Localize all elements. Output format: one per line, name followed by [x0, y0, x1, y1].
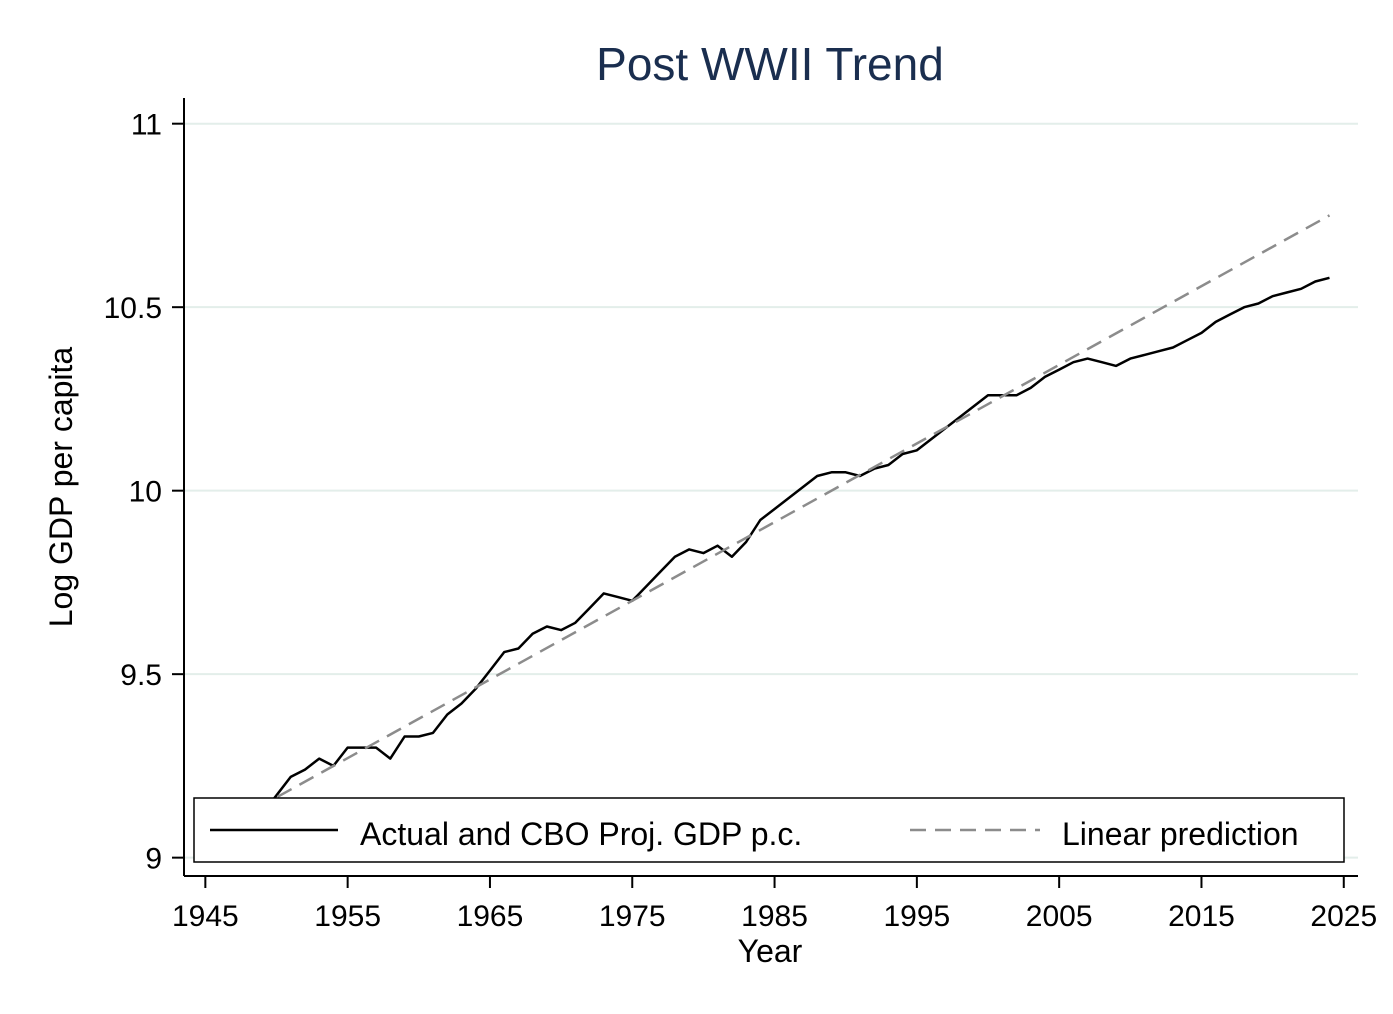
x-tick-label: 1985	[741, 900, 808, 933]
series-linear-prediction-line	[233, 214, 1331, 823]
y-axis-label: Log GDP per capita	[43, 347, 79, 628]
x-tick-label: 2025	[1310, 900, 1377, 933]
x-tick-label: 1995	[883, 900, 950, 933]
series-actual-line	[233, 276, 1330, 823]
y-axis: 9 9.5 10 10.5 11	[104, 109, 184, 876]
x-tick-label: 2015	[1168, 900, 1235, 933]
y-tick-label: 10	[129, 476, 162, 509]
x-tick-label: 1965	[457, 900, 524, 933]
x-tick-label: 1945	[172, 900, 239, 933]
y-tick-label: 10.5	[104, 292, 162, 325]
legend-linear-label: Linear prediction	[1062, 816, 1299, 852]
legend-actual-label: Actual and CBO Proj. GDP p.c.	[360, 816, 802, 852]
x-tick-label: 1955	[314, 900, 381, 933]
y-tick-label: 9.5	[120, 659, 162, 692]
x-tick-label: 2005	[1026, 900, 1093, 933]
plot-lines	[233, 214, 1331, 823]
x-tick-label: 1975	[599, 900, 666, 933]
y-tick-label: 11	[131, 109, 162, 142]
x-axis-label: Year	[738, 933, 803, 969]
legend-box	[193, 797, 1345, 863]
chart-title: Post WWII Trend	[596, 38, 944, 90]
x-axis: 1945 1955 1965 1975 1985 1995 2005 2015 2025	[172, 876, 1377, 933]
y-tick-label: 9	[145, 843, 162, 876]
legend: Actual and CBO Proj. GDP p.c. Linear pre…	[193, 797, 1345, 863]
